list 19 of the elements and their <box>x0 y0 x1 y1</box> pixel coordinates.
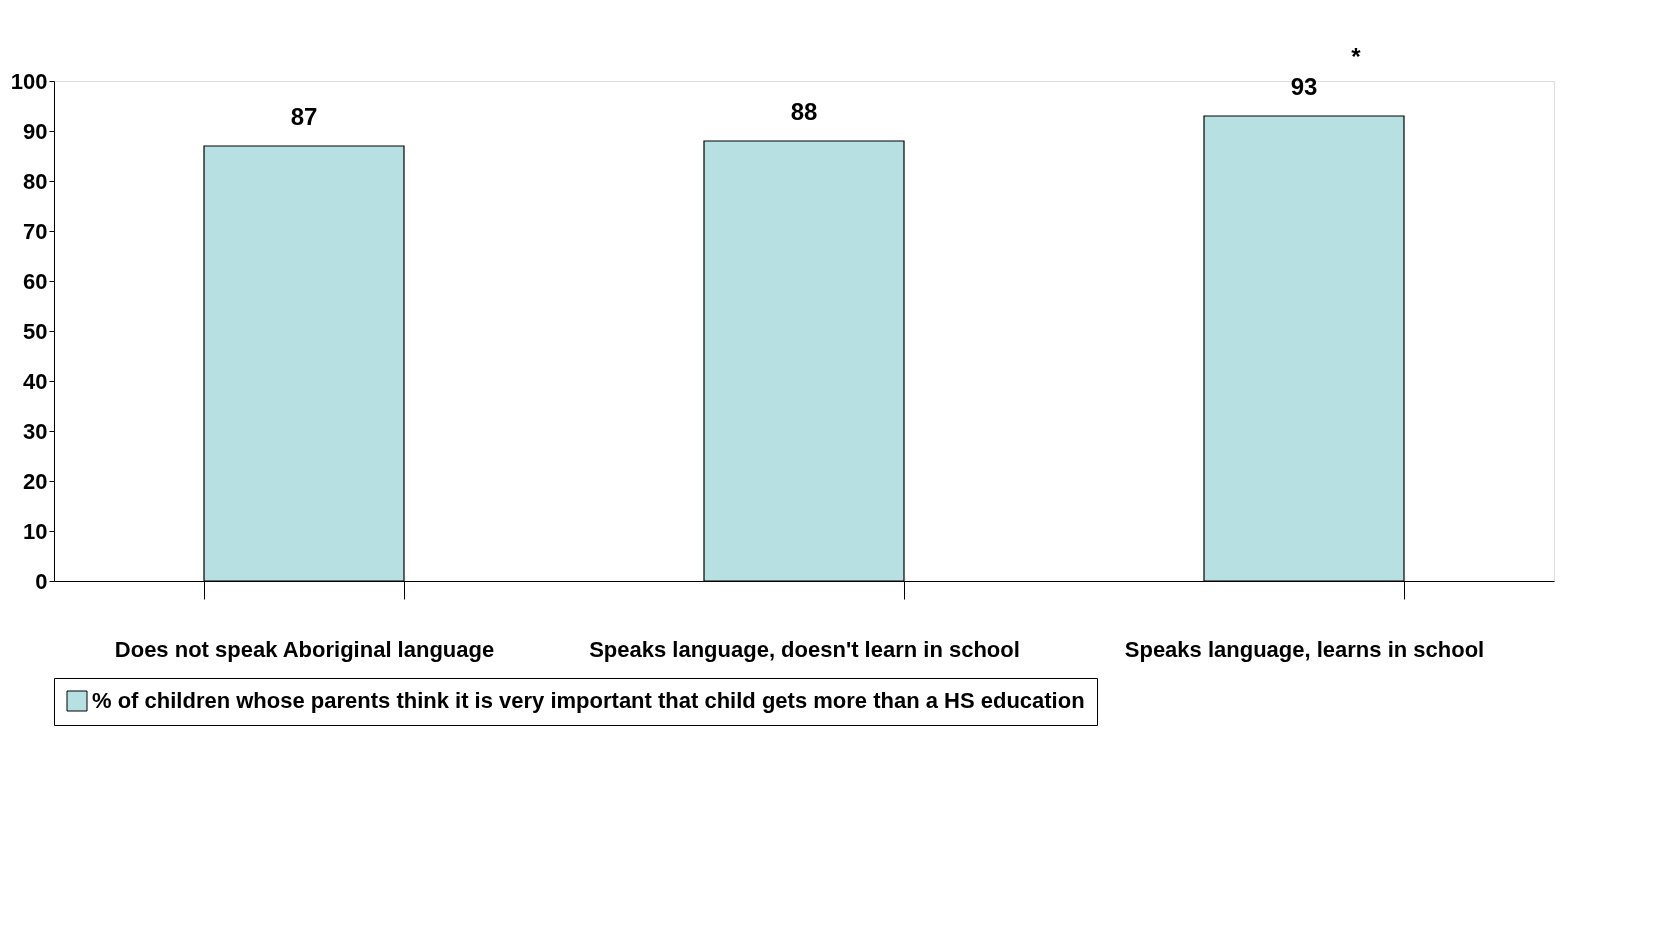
x-tick-label: Speaks language, learns in school <box>1124 636 1485 662</box>
data-label: 88 <box>790 98 818 125</box>
y-tick-label: 70 <box>23 218 48 244</box>
y-tick-label: 30 <box>23 418 48 444</box>
y-tick-label: 50 <box>23 318 48 344</box>
data-label: 87 <box>290 103 318 130</box>
y-tick-label: 100 <box>10 68 48 94</box>
y-tick-label: 20 <box>23 468 48 494</box>
y-tick-label: 40 <box>23 368 48 394</box>
y-tick-label: 10 <box>23 518 48 544</box>
legend-label: % of children whose parents think it is very important that child gets more than a HS education <box>92 688 1085 713</box>
data-label: 93 <box>1290 73 1318 100</box>
y-tick-label: 60 <box>23 268 48 294</box>
x-tick-label: Speaks language, doesn't learn in school <box>589 636 1020 662</box>
x-tick-label: Does not speak Aboriginal language <box>114 636 495 662</box>
annotation: * <box>1351 43 1362 70</box>
y-tick-label: 90 <box>23 118 48 144</box>
y-tick-label: 0 <box>35 568 48 594</box>
y-tick-label: 80 <box>23 168 48 194</box>
